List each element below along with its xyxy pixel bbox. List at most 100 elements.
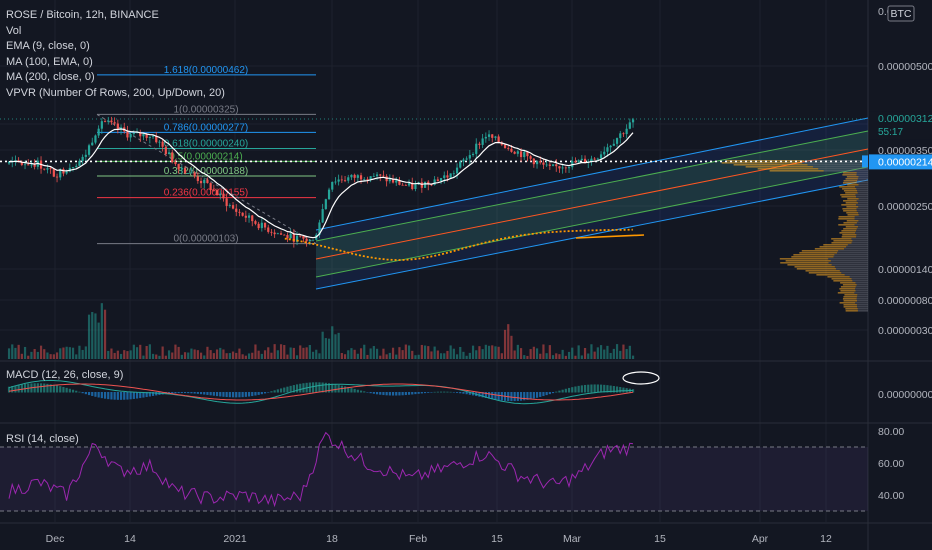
candle-body: [132, 133, 135, 135]
volume-bar: [433, 346, 436, 359]
vpvr-row-down: [854, 292, 868, 294]
candle-body: [567, 167, 571, 169]
macd-hist-bar: [548, 392, 551, 395]
candle-body: [574, 161, 577, 163]
indicator-ema[interactable]: EMA (9, close, 0): [6, 40, 90, 52]
volume-bar: [100, 303, 103, 359]
volume-bar: [36, 351, 39, 359]
candle-body: [254, 221, 257, 224]
macd-hist-bar: [343, 386, 347, 393]
volume-bar: [625, 349, 628, 359]
vpvr-row-up: [842, 188, 857, 190]
macd-hist-bar: [455, 392, 459, 393]
candle-body: [411, 182, 414, 189]
macd-label[interactable]: MACD (12, 26, close, 9): [6, 369, 124, 381]
macd-hist-bar: [411, 392, 414, 395]
candle-body: [139, 132, 142, 137]
macd-hist-bar: [606, 385, 609, 393]
macd-hist-bar: [577, 385, 580, 393]
macd-annotation-ellipse[interactable]: [622, 371, 660, 385]
volume-bar: [532, 346, 535, 359]
macd-hist-bar: [244, 392, 247, 397]
macd-hist-bar: [423, 392, 427, 394]
candle-body: [555, 164, 558, 167]
candle-body: [247, 215, 251, 218]
macd-hist-bar: [100, 392, 103, 399]
candle-body: [398, 180, 401, 185]
volume-bar: [484, 344, 487, 359]
indicator-ma100[interactable]: MA (100, EMA, 0): [6, 55, 93, 68]
macd-hist-bar: [478, 392, 481, 397]
time-tick: 12: [820, 533, 832, 545]
currency-badge[interactable]: [887, 5, 915, 22]
indicator-ma200[interactable]: MA (200, close, 0): [6, 71, 95, 83]
candle-body: [283, 234, 286, 236]
volume-bar: [417, 354, 420, 359]
macd-hist-bar: [497, 392, 500, 401]
vpvr-row-down: [857, 202, 868, 204]
indicator-vpvr[interactable]: VPVR (Number Of Rows, 200, Up/Down, 20): [6, 86, 225, 99]
vpvr-row-up: [842, 284, 857, 286]
vpvr-row-up: [839, 302, 856, 304]
candle-body: [311, 239, 315, 241]
volume-bars: [7, 303, 635, 359]
macd-hist-bar: [545, 392, 548, 396]
volume-bar: [567, 351, 571, 359]
macd-hist-bar: [443, 391, 446, 393]
vpvr-row-down: [858, 206, 868, 208]
candle-body: [321, 209, 324, 223]
vpvr-row-up: [769, 170, 824, 172]
volume-bar: [324, 338, 327, 359]
volume-bar: [423, 345, 427, 359]
currency-label[interactable]: BTC: [891, 8, 912, 20]
macd-hist-bar: [481, 392, 484, 398]
vpvr-row-down: [854, 216, 868, 218]
vpvr-row-up: [844, 294, 858, 296]
volume-bar: [78, 345, 81, 359]
macd-hist-bar: [542, 392, 545, 397]
macd-hist-bar: [222, 392, 225, 397]
macd-hist-bar: [231, 392, 235, 398]
volume-bar: [334, 334, 337, 359]
macd-hist-bar: [135, 392, 139, 399]
candle-body: [97, 128, 100, 136]
macd-hist-bar: [388, 392, 391, 396]
vpvr-row-up: [805, 270, 840, 272]
volume-bar: [43, 349, 46, 359]
macd-hist-bar: [465, 392, 468, 395]
vpvr-row-down: [856, 210, 868, 212]
macd-hist-bar: [494, 392, 497, 400]
candle-body: [548, 164, 551, 166]
volume-bar: [7, 348, 11, 359]
vpvr-row-up: [816, 274, 845, 276]
macd-hist-bar: [254, 392, 257, 396]
rsi-label[interactable]: RSI (14, close): [6, 433, 79, 445]
volume-bar: [302, 347, 305, 359]
candle-body: [209, 183, 212, 191]
candle-body: [439, 178, 443, 181]
volume-bar: [583, 347, 587, 359]
vpvr-row-up: [838, 224, 855, 226]
candle-body: [180, 168, 183, 170]
vpvr-row-up: [846, 176, 859, 178]
symbol-title[interactable]: ROSE / Bitcoin, 12h, BINANCE: [6, 9, 159, 21]
candle-body: [289, 233, 292, 239]
vpvr-row-down: [858, 198, 868, 200]
macd-hist-bar: [81, 392, 84, 394]
indicator-vol[interactable]: Vol: [6, 24, 22, 37]
candle-body: [334, 181, 337, 183]
volume-bar: [123, 350, 126, 359]
macd-hist-bar: [372, 392, 375, 394]
rsi-pane: [0, 431, 868, 512]
volume-bar: [555, 353, 558, 359]
candle-body: [603, 151, 606, 155]
volume-bar: [628, 345, 631, 359]
volume-bar: [129, 350, 132, 359]
volume-bar: [564, 355, 567, 359]
volume-bar: [321, 331, 324, 359]
volume-bar: [151, 353, 155, 359]
candle-body: [219, 193, 222, 196]
volume-bar: [395, 354, 398, 359]
macd-hist-bar: [359, 390, 363, 393]
